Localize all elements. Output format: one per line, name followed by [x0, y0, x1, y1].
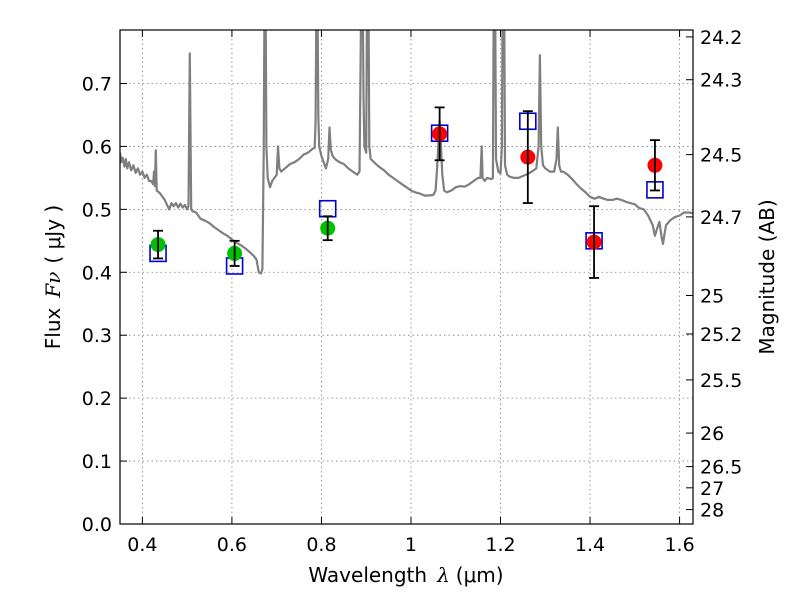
- x-tick-label: 1.2: [485, 534, 515, 556]
- model-spectrum-layer: [120, 30, 693, 275]
- y-tick-label: 0.0: [82, 514, 112, 536]
- y-tick-label: 0.3: [82, 325, 112, 347]
- plot-frame: [119, 29, 694, 525]
- mag-tick-label: 25.5: [700, 370, 742, 392]
- ticks-layer: 0.4 0.6 0.8 1 1.2 1.4 1.6 0.0 0.1 0.2 0.3 0.4 0.5 0.6…: [82, 27, 743, 556]
- x-tick-label: 0.6: [217, 534, 247, 556]
- grid: [120, 30, 693, 524]
- markers-layer: [149, 106, 664, 279]
- x-tick-label: 1.4: [575, 534, 605, 556]
- mag-tick-label: 24.2: [700, 27, 742, 49]
- x-axis-label: Wavelength λ (μm): [308, 563, 503, 587]
- mag-tick-label: 24.5: [700, 145, 742, 167]
- mag-tick-label: 26.5: [700, 457, 742, 479]
- mag-tick-label: 26: [700, 423, 724, 445]
- y-tick-label: 0.6: [82, 136, 112, 158]
- y-tick-label: 0.7: [82, 73, 112, 95]
- x-tick-label: 1.6: [664, 534, 694, 556]
- y-tick-label: 0.1: [82, 451, 112, 473]
- mag-tick-label: 25.2: [700, 324, 742, 346]
- y-axis-label: FluxFν( μJy ): [41, 205, 65, 349]
- mag-tick-label: 24.3: [700, 70, 742, 92]
- x-tick-label: 0.4: [127, 534, 157, 556]
- mag-tick-label: 24.7: [700, 207, 742, 229]
- right-axis-label: Magnitude (AB): [755, 199, 779, 354]
- y-tick-label: 0.4: [82, 262, 112, 284]
- y-tick-label: 0.2: [82, 388, 112, 410]
- model-spectrum-line: [120, 30, 693, 275]
- mag-tick-label: 25: [700, 286, 724, 308]
- mag-tick-label: 28: [700, 500, 724, 522]
- x-tick-label: 1: [405, 534, 417, 556]
- y-tick-label: 0.5: [82, 199, 112, 221]
- mag-tick-label: 27: [700, 478, 724, 500]
- x-tick-label: 0.8: [306, 534, 336, 556]
